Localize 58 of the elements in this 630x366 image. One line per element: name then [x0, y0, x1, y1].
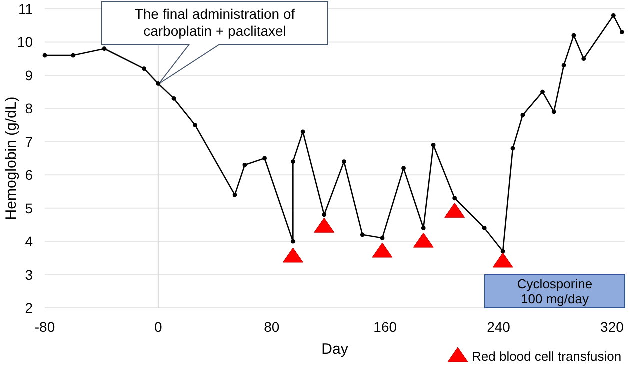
- point: [314, 218, 335, 233]
- x-tick-label: 80: [264, 319, 280, 335]
- y-tick-label: 4: [25, 234, 34, 250]
- x-tick-label: 160: [374, 319, 398, 335]
- y-tick-label: 6: [25, 167, 34, 184]
- point: [552, 110, 556, 114]
- point: [242, 162, 248, 168]
- point: [620, 30, 624, 34]
- y-tick-label: 7: [25, 134, 34, 150]
- point: [322, 212, 327, 218]
- point: [342, 160, 346, 164]
- point: [172, 96, 176, 101]
- x-tick-label: 0: [154, 319, 163, 335]
- point: [290, 160, 296, 164]
- y-axis-title: Hemoglobin (g/dL): [3, 96, 20, 220]
- y-tick-label: 5: [25, 200, 34, 216]
- point: [262, 156, 268, 161]
- y-tick-label: 3: [25, 266, 34, 283]
- point: [300, 130, 306, 134]
- annotation: Cyclosporine 100 mg/day: [517, 276, 593, 306]
- y-tick-label: 2: [25, 300, 34, 316]
- point: [452, 196, 458, 201]
- y-tick-label: 8: [25, 100, 34, 117]
- point: [492, 252, 514, 268]
- point: [71, 53, 76, 58]
- annotation: The final administration of carboplatin + paclitaxel: [134, 6, 296, 39]
- point: [232, 192, 238, 198]
- point: [431, 143, 436, 148]
- legend-label: Red blood cell transfusion: [472, 349, 622, 364]
- x-tick-label: 240: [487, 319, 511, 335]
- point: [582, 56, 586, 62]
- point: [482, 226, 487, 230]
- point: [510, 146, 516, 151]
- y-tick-label: 10: [17, 34, 34, 50]
- y-tick-label: 9: [25, 67, 34, 84]
- point: [290, 239, 296, 244]
- point: [193, 123, 198, 128]
- point: [402, 166, 406, 171]
- x-tick-label: -80: [34, 319, 56, 335]
- x-tick-label: 320: [600, 319, 624, 335]
- point: [562, 63, 566, 68]
- point: [520, 113, 526, 118]
- y-tick-label: 11: [18, 1, 34, 17]
- point: [421, 226, 426, 230]
- point: [282, 248, 304, 263]
- point: [444, 202, 466, 218]
- point: [611, 13, 616, 18]
- point: [540, 90, 545, 94]
- point: [372, 242, 393, 258]
- point: [102, 46, 107, 52]
- point: [142, 66, 146, 71]
- point: [360, 232, 365, 238]
- point: [156, 82, 161, 86]
- point: [380, 236, 385, 240]
- x-axis-title: Day: [322, 341, 349, 358]
- point: [413, 232, 434, 248]
- point: [572, 33, 576, 38]
- point: [42, 53, 48, 58]
